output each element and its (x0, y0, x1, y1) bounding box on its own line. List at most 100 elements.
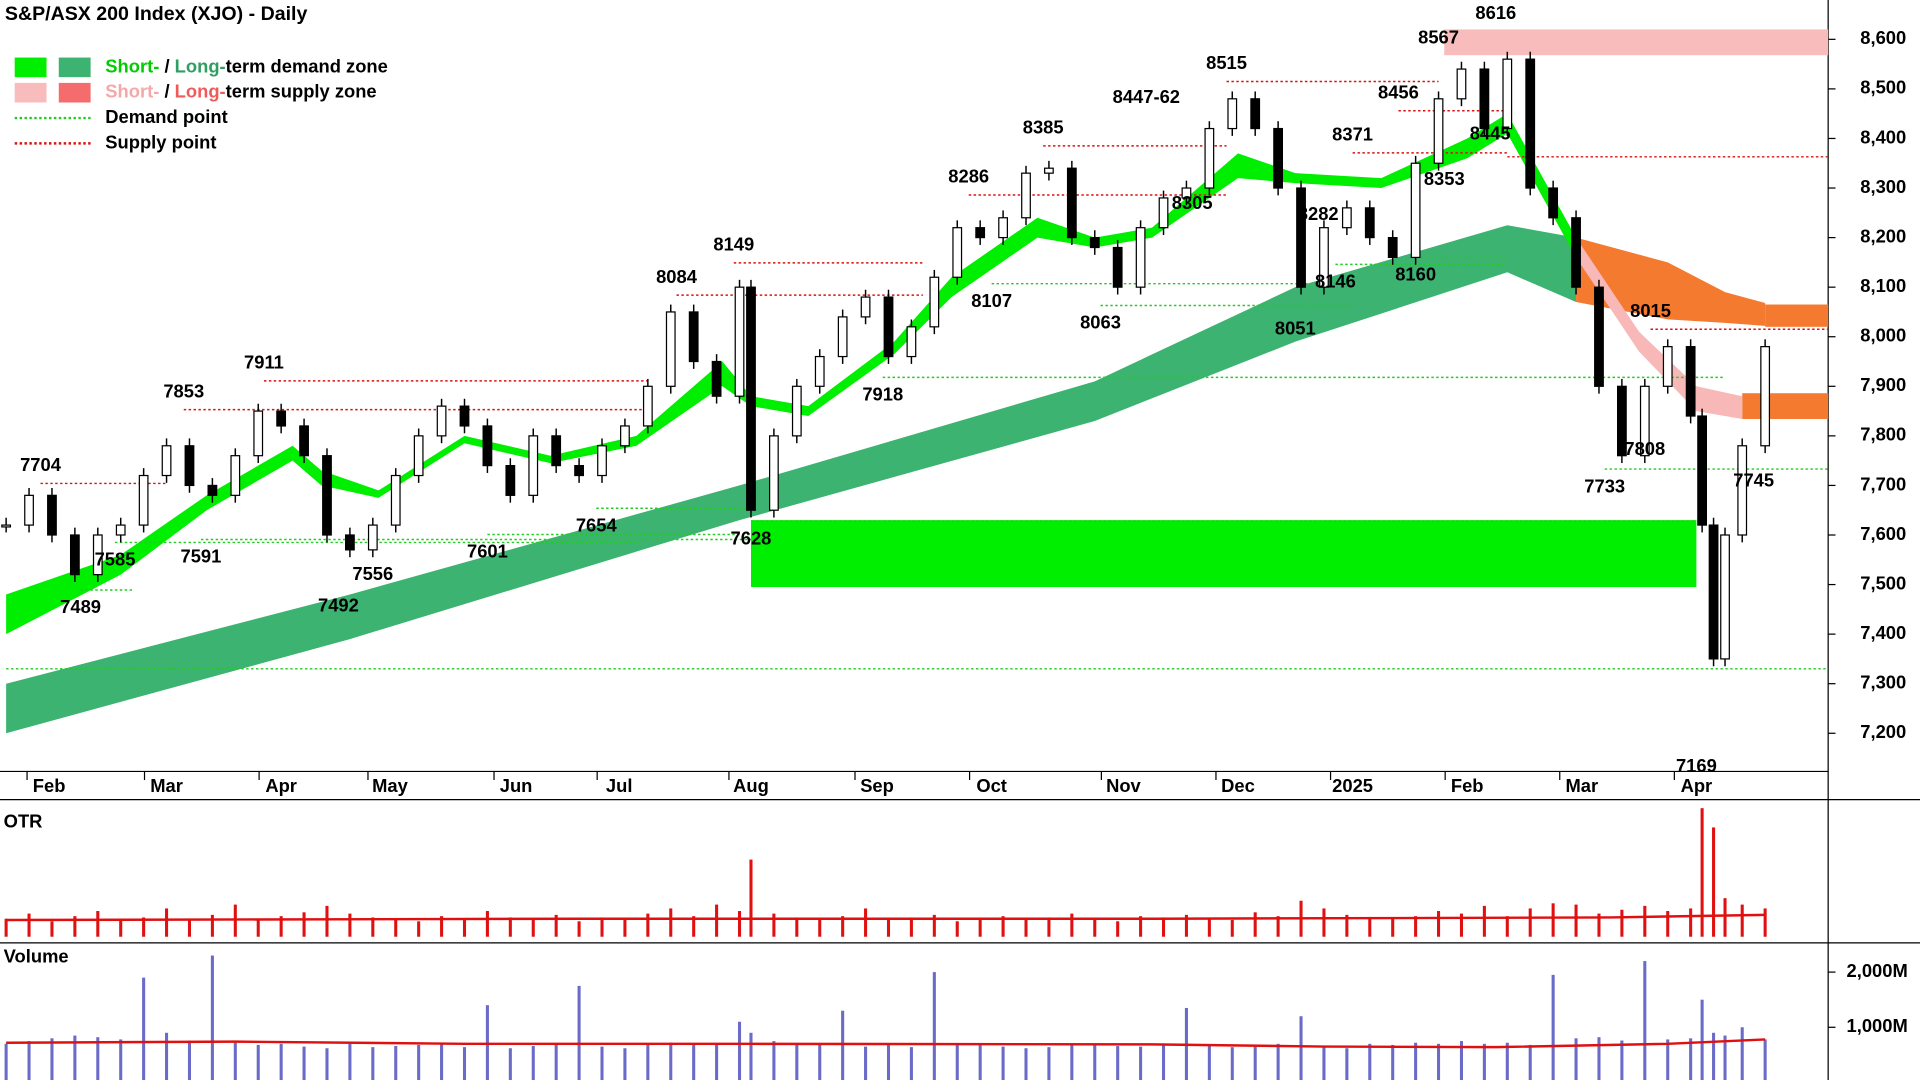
otr-bar (1368, 917, 1372, 937)
legend-text: / (159, 81, 174, 102)
volume-bar (1666, 1039, 1670, 1080)
volume-bar (818, 1044, 822, 1080)
legend-swatch (58, 57, 91, 78)
legend-text: term demand zone (226, 55, 388, 76)
candle-body (1227, 98, 1238, 130)
y-tick-label: 7,800 (1860, 424, 1906, 445)
candle-body (597, 445, 607, 477)
volume-bar (417, 1044, 421, 1080)
candle-body (24, 494, 34, 526)
y-tick-label: 8,400 (1860, 126, 1906, 147)
panel-title: OTR (4, 811, 43, 832)
volume-bar (508, 1048, 512, 1080)
otr-bar (978, 918, 982, 937)
candle-body (814, 355, 825, 387)
price-label: 8084 (656, 266, 698, 287)
candle-body (322, 455, 332, 536)
candle-body (1204, 127, 1215, 189)
otr-bar (864, 908, 868, 937)
candle-body (1387, 236, 1398, 259)
otr-bar (1139, 916, 1143, 937)
y-tick-label: 8,200 (1860, 225, 1906, 246)
x-tick-label: Jun (500, 775, 533, 796)
legend-label: Supply point (105, 131, 216, 152)
candle-body (746, 286, 756, 511)
volume-bar (440, 1043, 444, 1080)
price-label: 7911 (244, 352, 284, 373)
volume-bar (1093, 1044, 1097, 1080)
otr-bar (1093, 918, 1097, 937)
volume-bar (1070, 1043, 1074, 1080)
otr-bar (96, 911, 100, 937)
otr-bar (1207, 918, 1211, 937)
candle-body (459, 405, 470, 427)
candle-body (1089, 236, 1100, 249)
legend-text: Supply point (105, 131, 216, 152)
volume-bar (1643, 961, 1647, 1080)
otr-bar (440, 916, 444, 937)
volume-bar (1689, 1038, 1693, 1080)
otr-bar (1047, 917, 1051, 937)
candle-body (1044, 167, 1054, 174)
otr-bar (1643, 905, 1647, 937)
otr-bar (1116, 921, 1120, 937)
candle-body (1525, 58, 1536, 189)
volume-bar (1001, 1046, 1005, 1080)
volume-bar (1368, 1043, 1372, 1080)
x-tick-label: Nov (1106, 775, 1141, 796)
otr-bar (772, 913, 776, 937)
otr-bar (749, 859, 753, 937)
volume-bar (1459, 1041, 1463, 1080)
volume-bar (1207, 1044, 1211, 1080)
panel-title: Volume (4, 945, 69, 966)
volume-bar (1700, 999, 1704, 1080)
candle-body (528, 435, 539, 496)
candle-body (1181, 187, 1192, 199)
y-tick-label: 8,100 (1860, 275, 1906, 296)
otr-bar (508, 917, 512, 937)
candle-body (1410, 162, 1421, 259)
otr-bar (1528, 908, 1532, 937)
candle-body (230, 455, 241, 496)
candle-body (975, 227, 986, 239)
candle-body (482, 425, 493, 467)
otr-bar (1161, 917, 1166, 937)
legend-label: Demand point (105, 106, 227, 127)
candle-body (1720, 534, 1730, 660)
price-label: 8063 (1080, 312, 1121, 333)
price-label: 8015 (1630, 300, 1671, 321)
x-tick-label: Mar (1565, 775, 1598, 796)
legend-text: Short- (105, 55, 159, 76)
otr-bar (1437, 911, 1441, 937)
volume-bar (749, 1032, 753, 1080)
legend-swatch (14, 82, 47, 103)
volume-bar (210, 955, 214, 1080)
volume-bar (1299, 1016, 1303, 1080)
legend-label: Short- / Long-term demand zone (105, 55, 388, 76)
candle-body (688, 311, 699, 363)
volume-bar (715, 1043, 719, 1080)
candle-body (642, 385, 653, 427)
zone (1742, 393, 1829, 420)
volume-bar (737, 1021, 742, 1080)
candle-body (860, 296, 871, 318)
short-supply-band (1576, 237, 1743, 420)
x-tick-label: May (372, 775, 409, 796)
volume-bar (841, 1010, 845, 1080)
otr-bar (1184, 914, 1188, 937)
zone (1444, 29, 1829, 56)
volume-bar (119, 1039, 123, 1080)
x-tick-label: Apr (1681, 775, 1713, 796)
price-label: 8445 (1470, 122, 1511, 143)
price-label: 7745 (1733, 469, 1774, 490)
legend-text: / (159, 55, 174, 76)
otr-bar (4, 918, 8, 937)
volume-bar (1322, 1046, 1326, 1080)
otr-bar (256, 920, 260, 937)
volume-bar (1723, 1035, 1727, 1080)
candle-body (665, 311, 676, 387)
volume-bar (772, 1041, 776, 1080)
candle-body (184, 445, 195, 487)
candle-body (1273, 127, 1284, 189)
candle-body (1548, 187, 1559, 219)
